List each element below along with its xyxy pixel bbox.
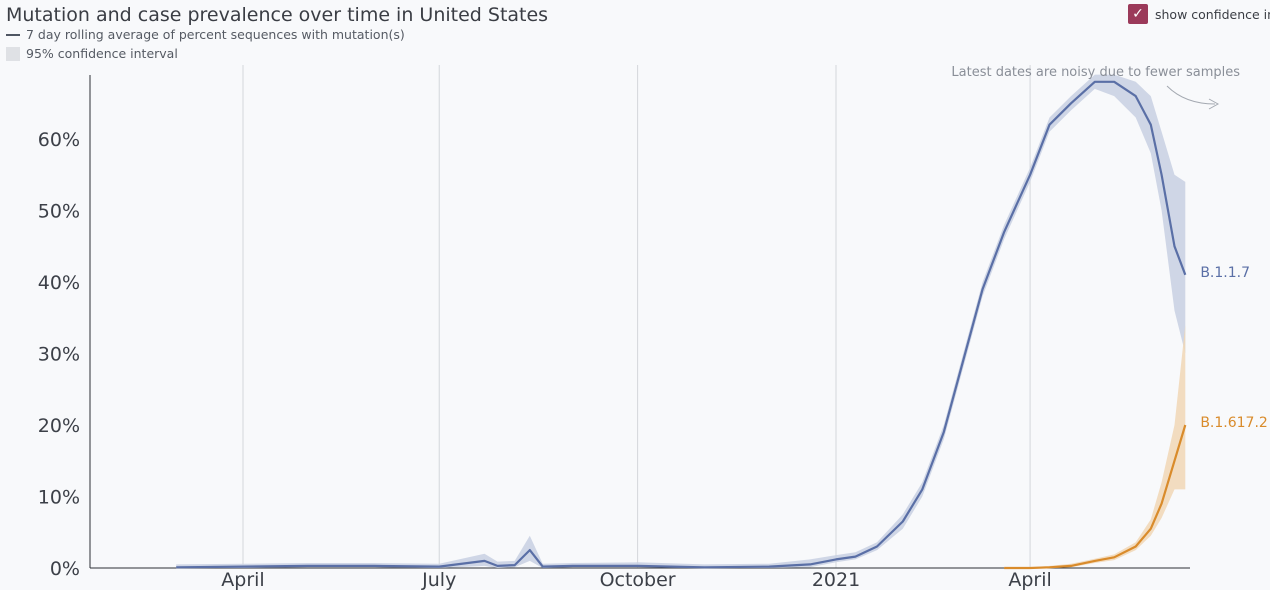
y-tick-label: 10% (38, 487, 80, 509)
y-tick-label: 30% (38, 344, 80, 366)
line-swatch-icon (6, 33, 20, 36)
series-line (176, 80, 1187, 569)
confidence-band (1004, 324, 1186, 568)
page-title: Mutation and case prevalence over time i… (6, 4, 549, 26)
x-tick-label: April (221, 569, 264, 590)
confidence-toggle-label: show confidence in (1155, 6, 1270, 22)
legend-band-label: 95% confidence interval (26, 46, 178, 61)
series-end-label: B.1.1.7 (1200, 265, 1250, 281)
y-tick-label: 50% (38, 201, 80, 223)
y-tick-label: 60% (38, 129, 80, 151)
y-tick-label: 0% (50, 558, 80, 580)
y-tick-label: 20% (38, 415, 80, 437)
series-line (1004, 424, 1187, 570)
legend-line-entry: 7 day rolling average of percent sequenc… (6, 27, 405, 42)
series-end-label: B.1.617.2 (1200, 415, 1268, 431)
x-tick-label: April (1008, 569, 1051, 590)
annotation-arrowhead-icon (1208, 98, 1220, 110)
x-tick-label: 2021 (812, 569, 860, 590)
noisy-dates-annotation: Latest dates are noisy due to fewer samp… (951, 65, 1240, 80)
legend-line-label: 7 day rolling average of percent sequenc… (26, 27, 405, 42)
y-tick-label: 40% (38, 272, 80, 294)
x-tick-label: July (421, 569, 456, 590)
checkbox-checked-icon[interactable]: ✓ (1128, 4, 1148, 24)
confidence-interval-toggle[interactable]: ✓ show confidence in (1128, 4, 1270, 24)
confidence-band (176, 74, 1186, 568)
band-swatch-icon (6, 46, 20, 61)
x-tick-label: October (600, 569, 676, 590)
legend-band-entry: 95% confidence interval (6, 46, 178, 61)
annotation-arrow (1166, 85, 1216, 105)
